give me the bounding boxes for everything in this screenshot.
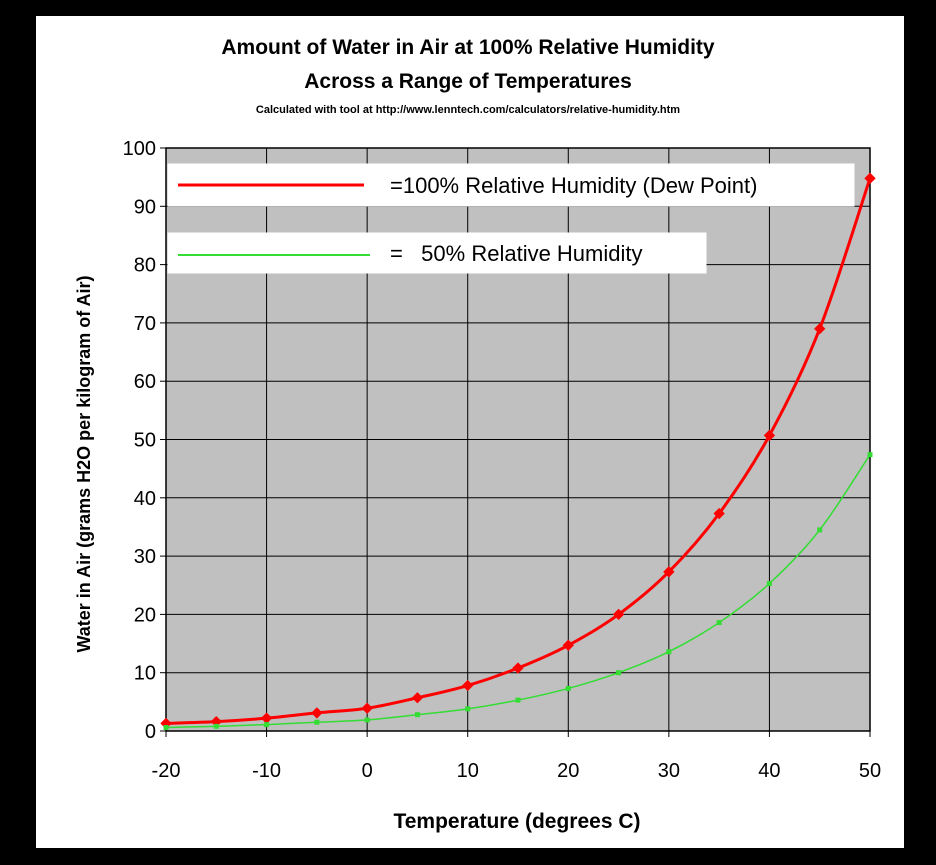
- y-tick-label: 0: [145, 721, 156, 743]
- y-tick-label: 10: [134, 663, 156, 685]
- data-point-50pct: [213, 723, 219, 729]
- data-point-50pct: [716, 620, 722, 626]
- legend-label-100pct: =100% Relative Humidity (Dew Point): [390, 173, 757, 198]
- data-point-100pct: [562, 639, 574, 651]
- data-point-50pct: [414, 712, 420, 718]
- data-point-50pct: [616, 670, 622, 676]
- data-point-100pct: [462, 679, 474, 692]
- data-point-100pct: [663, 566, 675, 578]
- data-point-50pct: [766, 581, 772, 587]
- data-point-50pct: [565, 685, 571, 691]
- data-point-100pct: [512, 662, 524, 674]
- data-point-50pct: [364, 717, 370, 723]
- y-tick-label: 60: [134, 371, 156, 393]
- axes: [160, 147, 871, 737]
- data-point-50pct: [465, 706, 471, 712]
- x-tick-label: 30: [658, 760, 680, 782]
- series-line-100pct: [165, 177, 872, 725]
- data-point-100pct: [612, 608, 625, 621]
- data-point-100pct: [160, 717, 172, 730]
- x-tick-label: -20: [152, 760, 181, 782]
- data-point-100pct: [411, 692, 424, 704]
- y-tick-label: 90: [134, 196, 156, 218]
- series-group: [160, 172, 876, 731]
- x-tick-label: 40: [758, 760, 780, 782]
- y-tick-label: 100: [123, 138, 156, 160]
- y-tick-label: 50: [134, 430, 156, 452]
- chart-subtitle: Across a Range of Temperatures: [304, 70, 632, 93]
- data-point-100pct: [814, 323, 826, 335]
- data-point-50pct: [515, 697, 521, 703]
- x-tick-label: 20: [557, 760, 579, 782]
- y-tick-label: 70: [134, 313, 156, 335]
- data-point-50pct: [867, 452, 873, 458]
- y-axis-label: Water in Air (grams H2O per kilogram of …: [74, 275, 94, 652]
- tick-labels: 0 10 20 30 40 50 60 70 80 90 100 -20 -10 0 10 20 30 40 50: [123, 138, 882, 782]
- y-tick-label: 80: [134, 255, 156, 277]
- legend-label-50pct: = 50% Relative Humidity: [390, 241, 643, 266]
- x-tick-label: 50: [859, 760, 881, 782]
- data-point-100pct: [210, 716, 222, 728]
- data-point-100pct: [311, 707, 323, 719]
- chart-source-note: Calculated with tool at http://www.lennt…: [255, 104, 681, 116]
- data-point-100pct: [864, 172, 876, 184]
- data-point-100pct: [763, 429, 776, 442]
- data-point-100pct: [260, 712, 273, 724]
- legend: =100% Relative Humidity (Dew Point) = 50%…: [167, 163, 855, 274]
- y-tick-label: 40: [134, 488, 156, 510]
- data-point-100pct: [361, 702, 373, 714]
- x-tick-label: -10: [252, 760, 281, 782]
- x-axis-label: Temperature (degrees C): [393, 810, 640, 833]
- legend-entry-box: [167, 232, 707, 274]
- data-point-100pct: [713, 507, 725, 520]
- x-tick-label: 0: [362, 760, 373, 782]
- chart-title: Amount of Water in Air at 100% Relative …: [221, 36, 715, 59]
- data-point-50pct: [163, 725, 169, 731]
- data-point-50pct: [817, 527, 823, 533]
- data-point-50pct: [666, 649, 672, 655]
- y-tick-label: 30: [134, 546, 156, 568]
- x-tick-label: 10: [457, 760, 479, 782]
- data-point-50pct: [314, 719, 320, 725]
- data-point-50pct: [264, 722, 270, 728]
- y-tick-label: 20: [134, 604, 156, 626]
